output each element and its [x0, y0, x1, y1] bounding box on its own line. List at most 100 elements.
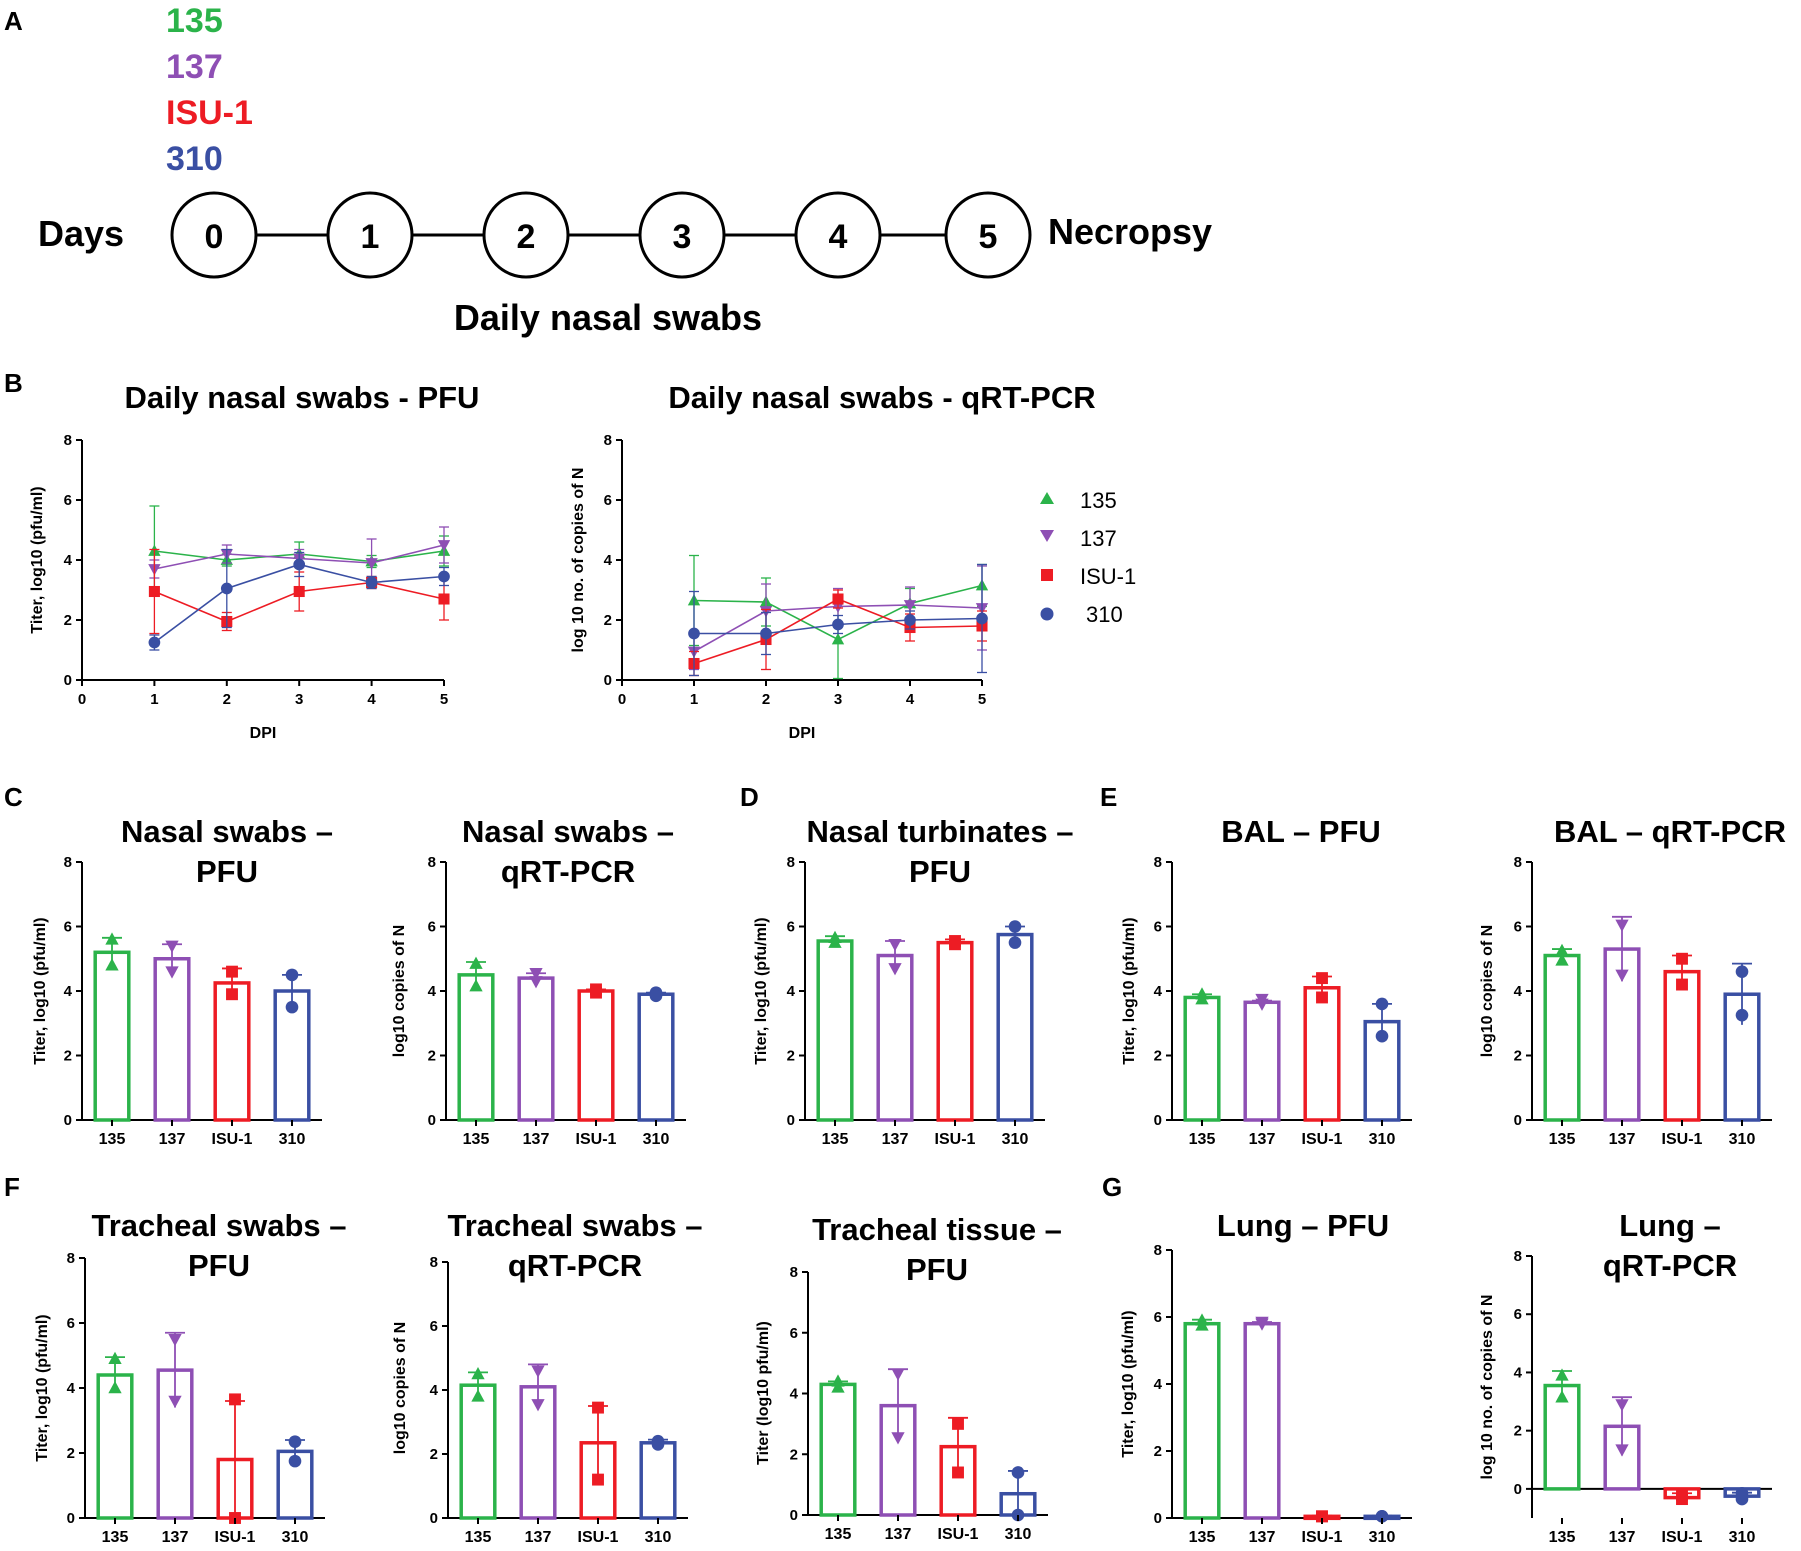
y-tick-label: 0: [67, 1510, 75, 1527]
data-point: [1195, 1318, 1209, 1331]
x-tick-label: 0: [78, 691, 86, 708]
y-tick-label: 0: [787, 1112, 795, 1129]
chart-title: Daily nasal swabs - qRT-PCR: [668, 380, 1095, 415]
data-point: [293, 558, 306, 571]
x-tick-label: 1: [690, 691, 698, 708]
y-tick-label: 4: [790, 1386, 799, 1403]
days-label: Days: [38, 213, 124, 254]
y-axis-label: log10 copies of N: [1479, 925, 1496, 1057]
data-point: [1615, 1444, 1629, 1457]
y-tick-label: 8: [64, 854, 72, 871]
y-tick-label: 0: [604, 672, 612, 689]
x-tick-label: 310: [282, 1529, 309, 1546]
data-point: [529, 968, 543, 981]
day-number: 2: [517, 218, 536, 256]
y-tick-label: 0: [428, 1112, 436, 1129]
y-axis-label: Titer, log10 (pfu/ml): [34, 1314, 51, 1461]
data-point: [1375, 1510, 1389, 1523]
legend-marker-isu1: [1041, 569, 1053, 581]
bar: [936, 940, 974, 1122]
chart-title: Nasal turbinates –: [806, 814, 1073, 849]
data-point: [1735, 1008, 1749, 1022]
y-tick-label: 0: [1514, 1481, 1522, 1498]
data-point: [1676, 978, 1688, 991]
data-point: [831, 633, 845, 645]
data-point: [438, 570, 450, 583]
y-tick-label: 6: [787, 919, 795, 936]
x-tick-label: 137: [523, 1131, 550, 1148]
x-tick-label: 137: [1249, 1131, 1276, 1148]
y-tick-label: 6: [67, 1315, 75, 1332]
timeline-caption: Daily nasal swabs: [454, 297, 762, 338]
y-tick-label: 8: [1514, 1248, 1522, 1265]
data-point: [976, 612, 988, 625]
data-point: [293, 585, 305, 598]
day-number: 1: [361, 218, 380, 256]
chart-f1: Tracheal swabs – PFU Titer, log10 (pfu/ml)…: [34, 1208, 347, 1546]
chart-d: Nasal turbinates – PFU Titer, log10 (pfu/m…: [753, 814, 1074, 1148]
y-tick-label: 0: [430, 1510, 438, 1527]
data-point: [288, 1435, 302, 1448]
data-point: [1008, 936, 1022, 949]
x-tick-label: ISU-1: [1302, 1529, 1343, 1546]
data-point: [168, 1395, 182, 1408]
bar: [93, 950, 131, 1122]
bar: [996, 932, 1034, 1122]
y-tick-label: 8: [1154, 854, 1162, 871]
data-point: [891, 1368, 905, 1381]
chart-f3: Tracheal tissue – PFU Titer (log10 pfu/ml)…: [755, 1212, 1062, 1543]
y-axis-label: Titer (log10 pfu/ml): [755, 1321, 772, 1465]
chart-title: qRT-PCR: [501, 854, 635, 889]
y-tick-label: 4: [604, 552, 613, 569]
x-tick-label: ISU-1: [938, 1526, 979, 1543]
chart-title: PFU: [909, 854, 971, 889]
bar: [96, 1373, 134, 1520]
data-point: [1555, 943, 1569, 956]
x-tick-label: 310: [1729, 1131, 1756, 1148]
chart-title: qRT-PCR: [1603, 1248, 1737, 1283]
chart-c2: Nasal swabs – qRT-PCR log10 copies of N 0 2 4…: [391, 814, 686, 1148]
bar: [1303, 986, 1341, 1122]
y-tick-label: 2: [1514, 1048, 1522, 1065]
y-tick-label: 0: [64, 672, 72, 689]
y-axis-label: log10 copies of N: [392, 1322, 409, 1454]
chart-title: Lung –: [1619, 1208, 1721, 1243]
x-tick-label: 135: [1549, 1529, 1576, 1546]
y-tick-label: 8: [787, 854, 795, 871]
data-point: [952, 1466, 964, 1479]
chart-b2: Daily nasal swabs - qRT-PCR log 10 no. of…: [570, 380, 1096, 742]
y-tick-label: 8: [1154, 1242, 1162, 1259]
x-tick-label: 137: [525, 1529, 552, 1546]
x-tick-label: 5: [978, 691, 986, 708]
panel-letter-d: D: [740, 782, 759, 812]
y-tick-label: 4: [430, 1382, 439, 1399]
x-tick-label: 5: [440, 691, 448, 708]
data-point: [148, 636, 161, 649]
data-point: [952, 1417, 964, 1430]
legend-item-310: 310: [1040, 602, 1123, 627]
x-axis-label: DPI: [250, 725, 277, 742]
x-tick-label: 135: [1189, 1529, 1216, 1546]
day-circle-1: [326, 191, 414, 279]
y-tick-label: 8: [64, 432, 72, 449]
data-point: [1008, 920, 1022, 933]
panel-letter-g: G: [1102, 1172, 1122, 1202]
day-circle-4: [794, 191, 882, 279]
legend-item-137: 137: [1040, 526, 1117, 551]
chart-g2: Lung – qRT-PCR log 10 no. of copies of N 0 2…: [1479, 1208, 1772, 1546]
x-tick-label: 137: [159, 1131, 186, 1148]
day-circle-0: [170, 191, 258, 279]
y-tick-label: 6: [64, 919, 72, 936]
data-point: [168, 1334, 182, 1347]
chart-title: BAL – qRT-PCR: [1554, 814, 1786, 849]
x-tick-label: 2: [762, 691, 770, 708]
y-tick-label: 8: [67, 1250, 75, 1267]
bar: [517, 976, 555, 1122]
x-tick-label: 137: [1609, 1529, 1636, 1546]
x-tick-label: 3: [295, 691, 303, 708]
legend-label-310: 310: [1086, 602, 1123, 627]
x-tick-label: 310: [1729, 1529, 1756, 1546]
data-point: [108, 1381, 122, 1394]
y-tick-label: 4: [1154, 983, 1163, 1000]
